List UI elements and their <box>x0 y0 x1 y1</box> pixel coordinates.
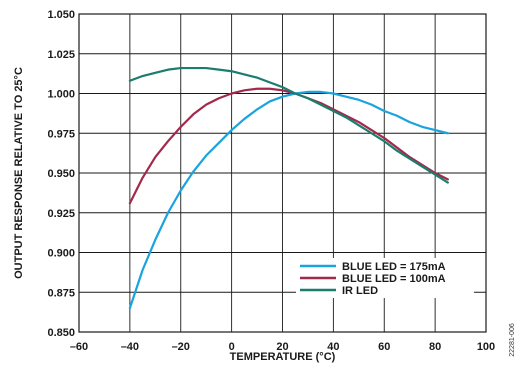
y-tick-label: 0.975 <box>47 128 75 140</box>
x-tick-label: –20 <box>172 341 190 353</box>
y-tick-label: 0.925 <box>47 208 75 220</box>
series-line-2 <box>128 87 449 205</box>
legend-label-2: BLUE LED = 100mA <box>342 273 446 285</box>
x-tick-label: –60 <box>70 341 88 353</box>
series-line-1 <box>128 90 449 310</box>
y-tick-label: 0.900 <box>47 248 75 260</box>
y-tick-labels: 0.850 0.875 0.900 0.925 0.950 0.975 1.000 1.025… <box>47 9 75 339</box>
y-axis-title: OUTPUT RESPONSE RELATIVE TO 25°C <box>13 67 25 279</box>
y-tick-label: 1.000 <box>47 89 75 101</box>
y-tick-label: 0.950 <box>47 168 75 180</box>
y-tick-label: 1.050 <box>47 9 75 21</box>
y-tick-label: 0.850 <box>47 327 75 339</box>
x-tick-label: 80 <box>429 341 441 353</box>
legend-label-1: BLUE LED = 175mA <box>342 261 446 273</box>
x-tick-label: 0 <box>229 341 235 353</box>
legend-label-3: IR LED <box>342 285 378 297</box>
y-tick-label: 0.875 <box>47 287 75 299</box>
y-tick-label: 1.025 <box>47 49 75 61</box>
x-tick-label: –40 <box>121 341 139 353</box>
x-tick-label: 40 <box>327 341 339 353</box>
x-axis-title: TEMPERATURE (°C) <box>230 351 336 363</box>
x-tick-label: 60 <box>378 341 390 353</box>
figure-id: 22281-006 <box>509 323 516 357</box>
series-line-3 <box>128 66 449 184</box>
grid-lines <box>79 14 486 332</box>
x-tick-label: 100 <box>477 341 495 353</box>
plot-frame <box>78 13 487 333</box>
x-tick-labels: –60 –40 –20 0 20 40 60 80 100 <box>70 341 495 353</box>
series-lines <box>128 66 449 310</box>
x-tick-label: 20 <box>276 341 288 353</box>
